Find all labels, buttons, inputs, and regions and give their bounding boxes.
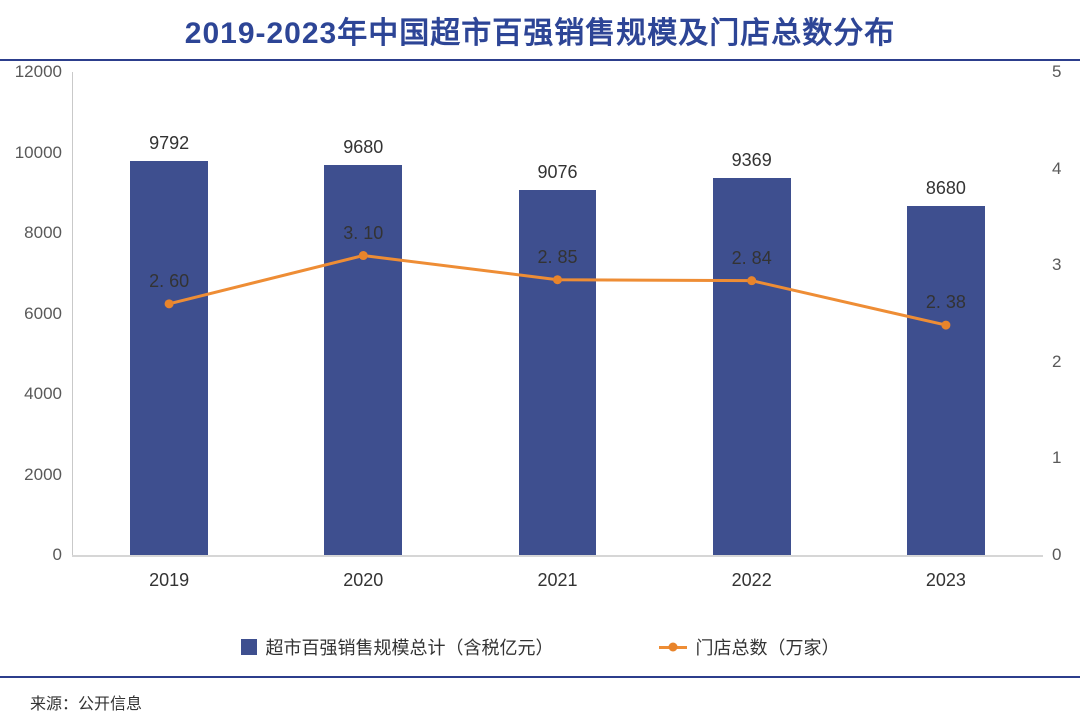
x-tick-label-2023: 2023: [925, 570, 966, 590]
legend-line-marker-icon: [668, 642, 677, 652]
source-text: 来源：公开信息: [30, 696, 143, 713]
y-tick-left-4000: 4000: [24, 384, 62, 403]
bar-2019: [130, 160, 208, 555]
y-tick-right-4: 4: [1052, 158, 1062, 178]
page-title: 2019-2023年中国超市百强销售规模及门店总数分布: [184, 17, 896, 50]
x-tick-label-2021: 2021: [537, 570, 578, 590]
line-point-2019: [164, 299, 174, 309]
line-point-2020: [358, 251, 368, 261]
y-tick-left-12000: 12000: [14, 62, 62, 81]
line-value-label-2021: 2. 85: [537, 246, 578, 267]
y-tick-right-1: 1: [1052, 448, 1062, 468]
top-separator-line: [0, 59, 1080, 61]
line-point-2021: [553, 275, 562, 285]
bar-2023: [907, 205, 985, 555]
line-point-2022: [747, 276, 757, 286]
legend-label-sales: 超市百强销售规模总计（含税亿元）: [265, 638, 554, 658]
trend-line-svg: [164, 251, 951, 330]
line-value-label-2022: 2. 84: [731, 247, 772, 268]
legend: 超市百强销售规模总计（含税亿元） 门店总数（万家）: [0, 634, 1080, 660]
bar-value-label-2019: 9792: [149, 132, 190, 153]
legend-bar-swatch: [240, 639, 257, 655]
line-value-label-2023: 2. 38: [925, 292, 966, 313]
y-tick-left-0: 0: [52, 545, 62, 564]
y-tick-left-10000: 10000: [14, 142, 62, 162]
bar-value-label-2022: 9369: [731, 149, 772, 170]
line-point-2023: [941, 320, 951, 330]
x-tick-label-2019: 2019: [149, 570, 190, 590]
bar-2021: [518, 189, 597, 555]
x-tick-label-2022: 2022: [731, 570, 772, 590]
y-tick-right-2: 2: [1052, 351, 1062, 371]
y-tick-right-3: 3: [1052, 255, 1062, 275]
bar-value-label-2023: 8680: [925, 177, 966, 198]
y-tick-right-5: 5: [1052, 62, 1062, 81]
line-value-label-2020: 3. 10: [343, 222, 384, 243]
x-tick-label-2020: 2020: [343, 570, 384, 590]
bottom-separator-line: [0, 676, 1080, 678]
bar-value-label-2021: 9076: [537, 161, 578, 182]
bar-2020: [324, 165, 403, 555]
bar-2022: [712, 177, 791, 555]
legend-label-stores: 门店总数（万家）: [695, 638, 840, 658]
y-tick-left-8000: 8000: [24, 223, 62, 242]
y-tick-left-2000: 2000: [24, 464, 62, 484]
bar-value-label-2020: 9680: [343, 137, 384, 158]
y-axis-line: [72, 72, 73, 555]
line-value-label-2019: 2. 60: [149, 270, 190, 291]
y-tick-right-0: 0: [1052, 545, 1062, 564]
x-axis-baseline: [72, 555, 1043, 557]
y-tick-left-6000: 6000: [24, 303, 62, 323]
legend-line-swatch: [658, 642, 687, 652]
legend-item-sales: 超市百强销售规模总计（含税亿元）: [240, 634, 554, 660]
legend-item-stores: 门店总数（万家）: [658, 634, 840, 660]
